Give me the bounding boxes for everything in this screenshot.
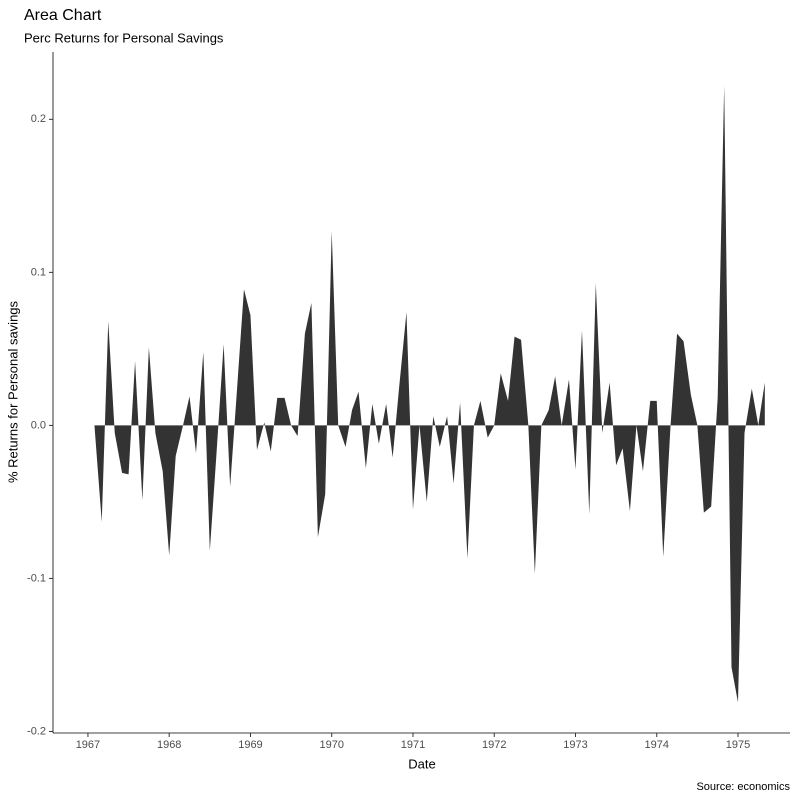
x-tick-label: 1970	[319, 739, 343, 751]
x-tick-label: 1975	[726, 739, 750, 751]
y-tick-label: 0.1	[31, 266, 46, 278]
y-tick-label: -0.1	[27, 572, 46, 584]
x-tick-label: 1971	[401, 739, 425, 751]
x-axis-label: Date	[408, 756, 435, 771]
y-tick-label: -0.2	[27, 725, 46, 737]
x-tick-label: 1972	[482, 739, 506, 751]
caption: Source: economics	[696, 781, 790, 793]
x-tick-label: 1969	[238, 739, 262, 751]
area	[94, 85, 765, 703]
chart-subtitle: Perc Returns for Personal Savings	[24, 30, 224, 45]
y-axis-label: % Returns for Personal savings	[5, 300, 20, 483]
y-tick-label: 0.0	[31, 419, 46, 431]
x-tick-label: 1967	[76, 739, 100, 751]
x-tick-label: 1973	[563, 739, 587, 751]
x-tick-label: 1968	[157, 739, 181, 751]
chart-title: Area Chart	[24, 7, 102, 24]
y-tick-label: 0.2	[31, 113, 46, 125]
x-tick-label: 1974	[644, 739, 668, 751]
